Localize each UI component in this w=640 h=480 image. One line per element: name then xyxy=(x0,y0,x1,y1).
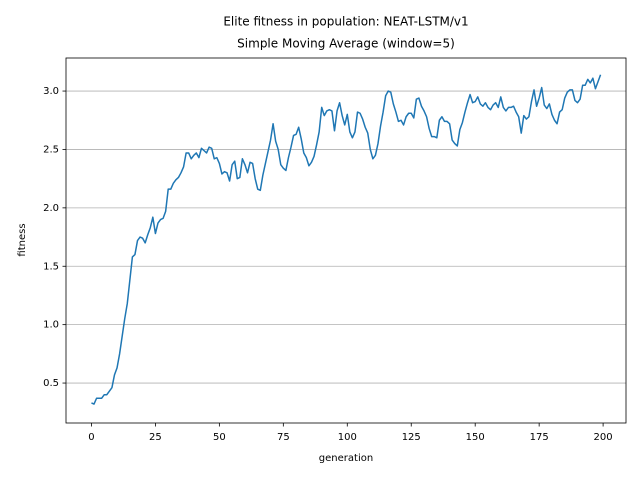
y-axis-label: fitness xyxy=(17,223,28,256)
x-tick-label: 100 xyxy=(338,432,357,443)
x-axis-label: generation xyxy=(319,453,373,464)
chart-subtitle: Simple Moving Average (window=5) xyxy=(237,37,455,51)
x-tick-label: 125 xyxy=(402,432,421,443)
y-tick-label: 3.0 xyxy=(43,86,59,97)
x-tick-label: 200 xyxy=(594,432,613,443)
x-tick-label: 175 xyxy=(530,432,549,443)
x-tick-label: 75 xyxy=(277,432,290,443)
y-tick-label: 1.5 xyxy=(43,261,59,272)
x-tick-label: 50 xyxy=(213,432,226,443)
y-tick-label: 2.0 xyxy=(43,203,59,214)
x-tick-label: 25 xyxy=(149,432,162,443)
y-tick-label: 1.0 xyxy=(43,320,59,331)
x-tick-label: 0 xyxy=(88,432,94,443)
y-tick-label: 0.5 xyxy=(43,378,59,389)
plot-frame xyxy=(65,57,627,424)
chart-title: Elite fitness in population: NEAT-LSTM/v… xyxy=(223,15,468,29)
data-line xyxy=(91,74,602,405)
y-tick-label: 2.5 xyxy=(43,144,59,155)
x-tick-label: 150 xyxy=(466,432,485,443)
